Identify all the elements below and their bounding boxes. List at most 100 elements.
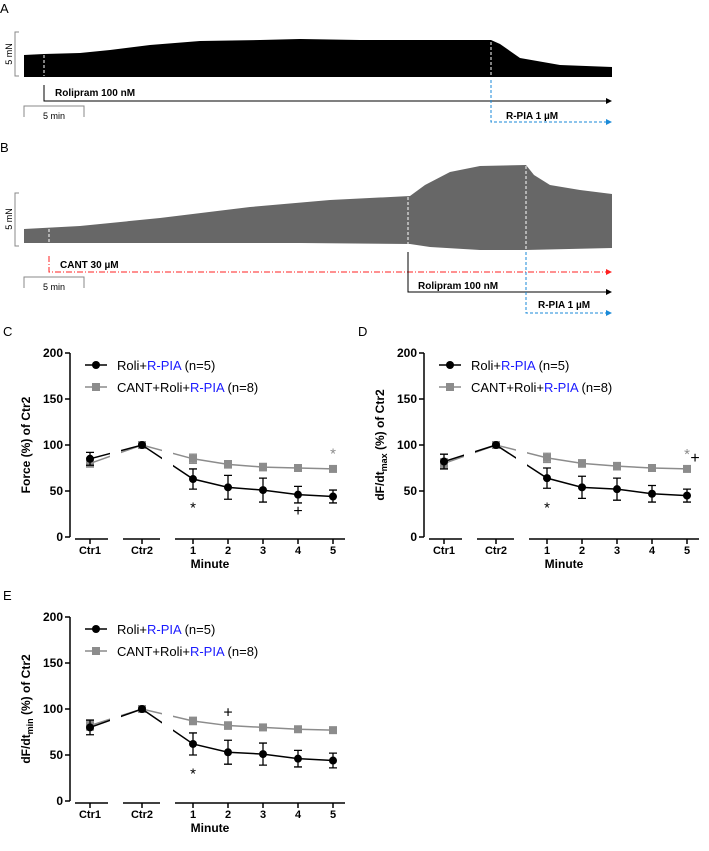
chart-e: 0 50 100 150 200 Ctr1 Ctr2 1 2 3 4 5 Minute dF/dtmin … bbox=[19, 610, 345, 835]
rpia-arrow-a bbox=[490, 80, 607, 123]
cant-arrow-b bbox=[48, 256, 607, 273]
legend-text-rpia: R-PIA bbox=[147, 622, 182, 637]
data-point bbox=[440, 457, 448, 466]
time-scale-label-b: 5 min bbox=[43, 282, 65, 292]
y-tick-label: 50 bbox=[50, 484, 64, 498]
data-point bbox=[86, 723, 94, 732]
y-axis-title: dF/dtmin (%) of Ctr2 bbox=[19, 654, 35, 764]
panel-label-d: D bbox=[358, 324, 367, 339]
data-point bbox=[294, 725, 302, 734]
x-tick-label: 3 bbox=[260, 809, 266, 821]
legend-entry: CANT+Roli+R-PIA (n=8) bbox=[471, 380, 612, 395]
x-tick-label: 1 bbox=[190, 809, 196, 821]
legend-entry: Roli+R-PIA (n=5) bbox=[471, 358, 569, 373]
legend-marker bbox=[92, 383, 100, 391]
arrowhead bbox=[606, 310, 612, 316]
chart-c: 0 50 100 150 200 Ctr1 Ctr2 1 2 3 4 5 Minute Force (%)… bbox=[19, 346, 345, 571]
significance-mark: * bbox=[190, 500, 196, 517]
rpia-label-a: R-PIA 1 µM bbox=[506, 111, 558, 122]
arrowhead bbox=[606, 98, 612, 104]
x-tick-label: 4 bbox=[295, 809, 302, 821]
data-point bbox=[329, 464, 337, 473]
significance-mark: * bbox=[684, 446, 690, 463]
data-point bbox=[294, 464, 302, 472]
data-point bbox=[613, 485, 621, 494]
data-point bbox=[543, 474, 551, 483]
legend-marker bbox=[446, 383, 454, 391]
legend-marker bbox=[92, 361, 100, 369]
x-tick-label: 2 bbox=[225, 545, 231, 557]
arrowhead bbox=[606, 269, 612, 275]
rolipram-label-b: Rolipram 100 nM bbox=[418, 281, 498, 292]
data-point bbox=[138, 705, 146, 713]
rpia-label-b: R-PIA 1 µM bbox=[538, 300, 590, 311]
x-tick-label: 3 bbox=[614, 545, 620, 557]
x-tick-label: 1 bbox=[544, 545, 550, 557]
y-axis-title-end: (%) of Ctr2 bbox=[19, 654, 33, 718]
data-point bbox=[259, 486, 267, 495]
data-point bbox=[683, 464, 691, 473]
chart-d: 0 50 100 150 200 Ctr1 Ctr2 1 2 3 4 5 Minute dF/dtmax … bbox=[373, 346, 700, 571]
x-tick-label: 4 bbox=[295, 545, 302, 557]
legend-text-rpia: R-PIA bbox=[544, 380, 579, 395]
arrowhead bbox=[606, 289, 612, 295]
data-point bbox=[648, 489, 656, 498]
x-tick-label: 5 bbox=[330, 545, 336, 557]
data-point bbox=[224, 460, 232, 469]
data-point bbox=[259, 750, 267, 759]
data-point bbox=[613, 462, 621, 471]
data-point bbox=[294, 490, 302, 499]
x-tick-label: Ctr1 bbox=[79, 809, 101, 821]
x-tick-label: 4 bbox=[649, 545, 656, 557]
x-tick-label: 2 bbox=[579, 545, 585, 557]
y-tick-label: 150 bbox=[43, 656, 63, 670]
arrowhead bbox=[606, 119, 612, 125]
data-point bbox=[683, 491, 691, 500]
legend-text: CANT+Roli+ bbox=[117, 380, 190, 395]
y-axis-title-end: (%) of Ctr2 bbox=[373, 389, 387, 453]
legend-text-rpia: R-PIA bbox=[190, 380, 225, 395]
data-point bbox=[329, 492, 337, 501]
force-scale-bar-b bbox=[14, 192, 19, 247]
x-axis-title: Minute bbox=[191, 821, 230, 835]
x-tick-label: 1 bbox=[190, 545, 196, 557]
y-tick-label: 200 bbox=[397, 346, 417, 360]
data-point bbox=[138, 441, 146, 449]
x-tick-label: 3 bbox=[260, 545, 266, 557]
x-tick-label: 2 bbox=[225, 809, 231, 821]
y-tick-label: 100 bbox=[43, 438, 63, 452]
significance-mark: + bbox=[690, 450, 699, 467]
data-point bbox=[86, 454, 94, 463]
panel-label-a: A bbox=[0, 1, 9, 16]
y-tick-label: 100 bbox=[397, 438, 417, 452]
data-point bbox=[492, 441, 500, 449]
data-point bbox=[189, 739, 197, 748]
data-point bbox=[543, 453, 551, 462]
y-tick-label: 50 bbox=[404, 484, 418, 498]
y-axis-title: Force (%) of Ctr2 bbox=[19, 396, 33, 493]
y-tick-label: 0 bbox=[410, 530, 417, 544]
legend-marker bbox=[92, 647, 100, 655]
legend-marker bbox=[446, 361, 454, 369]
cant-label-b: CANT 30 µM bbox=[60, 260, 119, 271]
legend-text: CANT+Roli+ bbox=[117, 644, 190, 659]
y-tick-label: 200 bbox=[43, 346, 63, 360]
rolipram-label-a: Rolipram 100 nM bbox=[55, 88, 135, 99]
y-tick-label: 150 bbox=[397, 392, 417, 406]
legend-text: (n=8) bbox=[224, 380, 258, 395]
x-tick-label: Ctr1 bbox=[79, 545, 101, 557]
y-axis-title-main: dF/dt bbox=[19, 734, 33, 763]
significance-mark: + bbox=[223, 705, 232, 722]
rolipram-arrow-a bbox=[43, 85, 608, 102]
x-tick-label: Ctr2 bbox=[485, 545, 507, 557]
significance-mark: + bbox=[293, 503, 302, 520]
data-point bbox=[259, 723, 267, 732]
time-scale-bar-b bbox=[23, 276, 85, 288]
rpia-arrow-b bbox=[525, 252, 607, 314]
x-tick-label: Ctr2 bbox=[131, 809, 153, 821]
legend-text: Roli+ bbox=[471, 358, 501, 373]
y-tick-label: 0 bbox=[56, 794, 63, 808]
x-axis-title: Minute bbox=[191, 557, 230, 571]
